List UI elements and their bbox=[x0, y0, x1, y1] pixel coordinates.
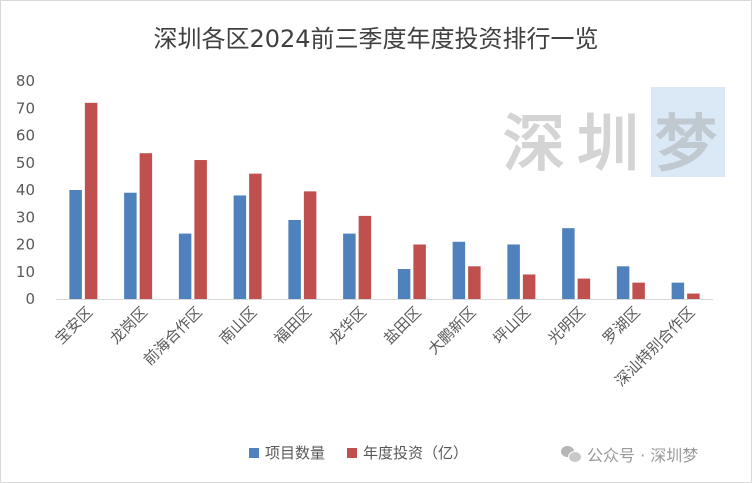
legend-item-projects: 项目数量 bbox=[249, 442, 325, 463]
legend-item-investment: 年度投资（亿） bbox=[347, 442, 468, 463]
x-tick-label: 龙华区 bbox=[325, 303, 370, 348]
x-tick-label: 坪山区 bbox=[490, 303, 535, 348]
bar-investment bbox=[194, 160, 207, 299]
bar-projects bbox=[562, 228, 575, 299]
x-tick-label: 大鹏新区 bbox=[424, 303, 479, 358]
x-tick-label: 光明区 bbox=[544, 303, 589, 348]
wechat-icon bbox=[561, 445, 582, 463]
bar-projects bbox=[397, 269, 411, 299]
bar-investment bbox=[413, 244, 426, 299]
y-tick-label: 0 bbox=[25, 290, 35, 308]
y-tick-label: 70 bbox=[16, 99, 35, 117]
x-tick-label: 福田区 bbox=[271, 303, 316, 348]
bars bbox=[69, 102, 700, 299]
footer-brand: 公众号 · 深圳梦 bbox=[561, 442, 698, 466]
watermark-char: 深 bbox=[503, 107, 566, 180]
x-tick-label: 罗湖区 bbox=[599, 303, 644, 348]
bar-projects bbox=[343, 233, 356, 299]
bar-projects bbox=[507, 244, 520, 299]
x-tick-label: 龙岗区 bbox=[106, 303, 151, 348]
x-tick-label: 宝安区 bbox=[52, 303, 97, 348]
bar-investment bbox=[249, 173, 262, 299]
chart-title: 深圳各区2024前三季度年度投资排行一览 bbox=[153, 25, 599, 53]
legend-label: 项目数量 bbox=[265, 444, 326, 462]
y-tick-label: 30 bbox=[16, 208, 35, 226]
bar-investment bbox=[522, 274, 536, 299]
y-axis: 0 10 20 30 40 50 60 70 80 bbox=[16, 72, 35, 308]
legend-swatch bbox=[347, 447, 358, 458]
legend-swatch bbox=[249, 447, 259, 458]
bar-investment bbox=[687, 293, 700, 299]
watermark-char: 圳 bbox=[577, 107, 640, 180]
watermark-char: 梦 bbox=[655, 107, 718, 180]
bar-investment bbox=[139, 153, 153, 299]
bar-projects bbox=[178, 233, 192, 299]
x-tick-label: 前海合作区 bbox=[140, 303, 206, 369]
legend: 项目数量 年度投资（亿） bbox=[249, 442, 482, 463]
bar-projects bbox=[233, 195, 247, 299]
y-tick-label: 80 bbox=[16, 72, 35, 90]
y-tick-label: 10 bbox=[16, 263, 35, 281]
bar-investment bbox=[303, 191, 317, 299]
bar-investment bbox=[632, 282, 645, 299]
y-tick-label: 40 bbox=[16, 181, 35, 199]
watermark-box bbox=[651, 87, 725, 177]
x-tick-label: 南山区 bbox=[216, 303, 261, 348]
y-tick-label: 60 bbox=[16, 127, 35, 145]
legend-label: 年度投资（亿） bbox=[363, 444, 469, 462]
y-tick-label: 50 bbox=[16, 154, 35, 172]
bar-investment bbox=[84, 102, 98, 299]
x-tick-label: 盐田区 bbox=[380, 303, 425, 348]
bar-projects bbox=[616, 266, 630, 299]
bar-investment bbox=[577, 278, 591, 299]
bar-projects bbox=[671, 282, 685, 299]
watermark: 深 圳 梦 bbox=[499, 87, 725, 180]
bar-projects bbox=[124, 192, 137, 299]
bar-projects bbox=[452, 241, 466, 299]
bar-projects bbox=[69, 190, 82, 299]
y-tick-label: 20 bbox=[16, 236, 35, 254]
bar-projects bbox=[288, 219, 301, 299]
footer-brand-text: 公众号 · 深圳梦 bbox=[587, 446, 699, 465]
bar-investment bbox=[468, 266, 481, 299]
bar-investment bbox=[358, 215, 372, 299]
